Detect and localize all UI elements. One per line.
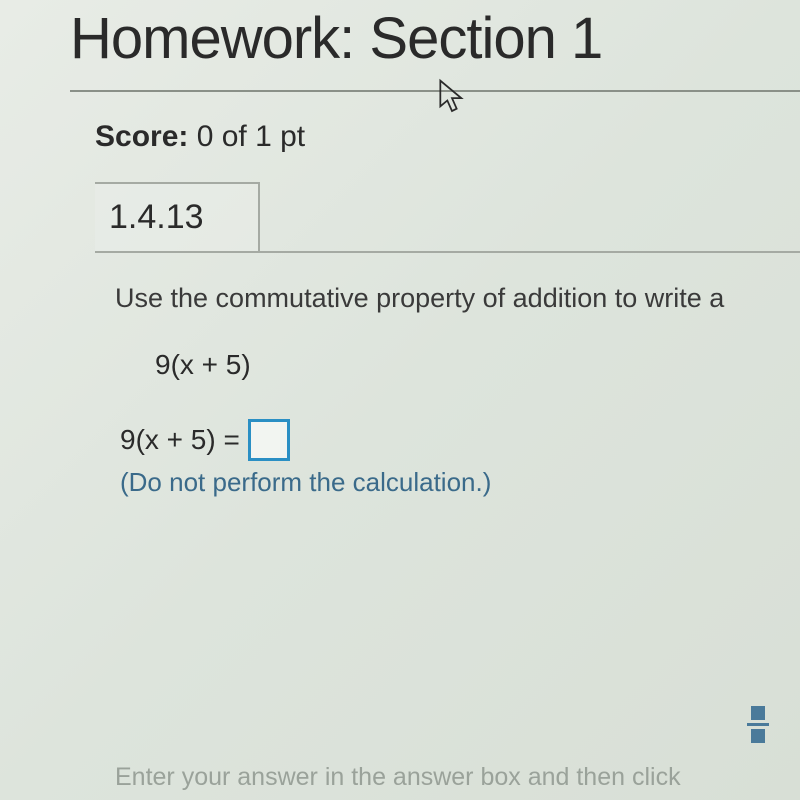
answer-input[interactable] — [248, 419, 290, 461]
answer-prefix: 9(x + 5) = — [120, 424, 240, 456]
expression-display: 9(x + 5) — [0, 314, 800, 381]
score-label: Score: — [95, 120, 197, 153]
hint-text: (Do not perform the calculation.) — [0, 461, 800, 498]
footer-instruction: Enter your answer in the answer box and … — [115, 763, 681, 792]
score-display: Score: 0 of 1 pt — [0, 92, 800, 154]
question-instruction: Use the commutative property of addition… — [0, 253, 800, 314]
fraction-tool-icon[interactable] — [746, 705, 770, 743]
cursor-icon — [438, 78, 466, 116]
page-title: Homework: Section 1 — [0, 0, 800, 90]
question-number-box: 1.4.13 — [95, 182, 260, 253]
answer-row: 9(x + 5) = — [0, 381, 800, 461]
score-value: 0 of 1 pt — [197, 120, 305, 153]
